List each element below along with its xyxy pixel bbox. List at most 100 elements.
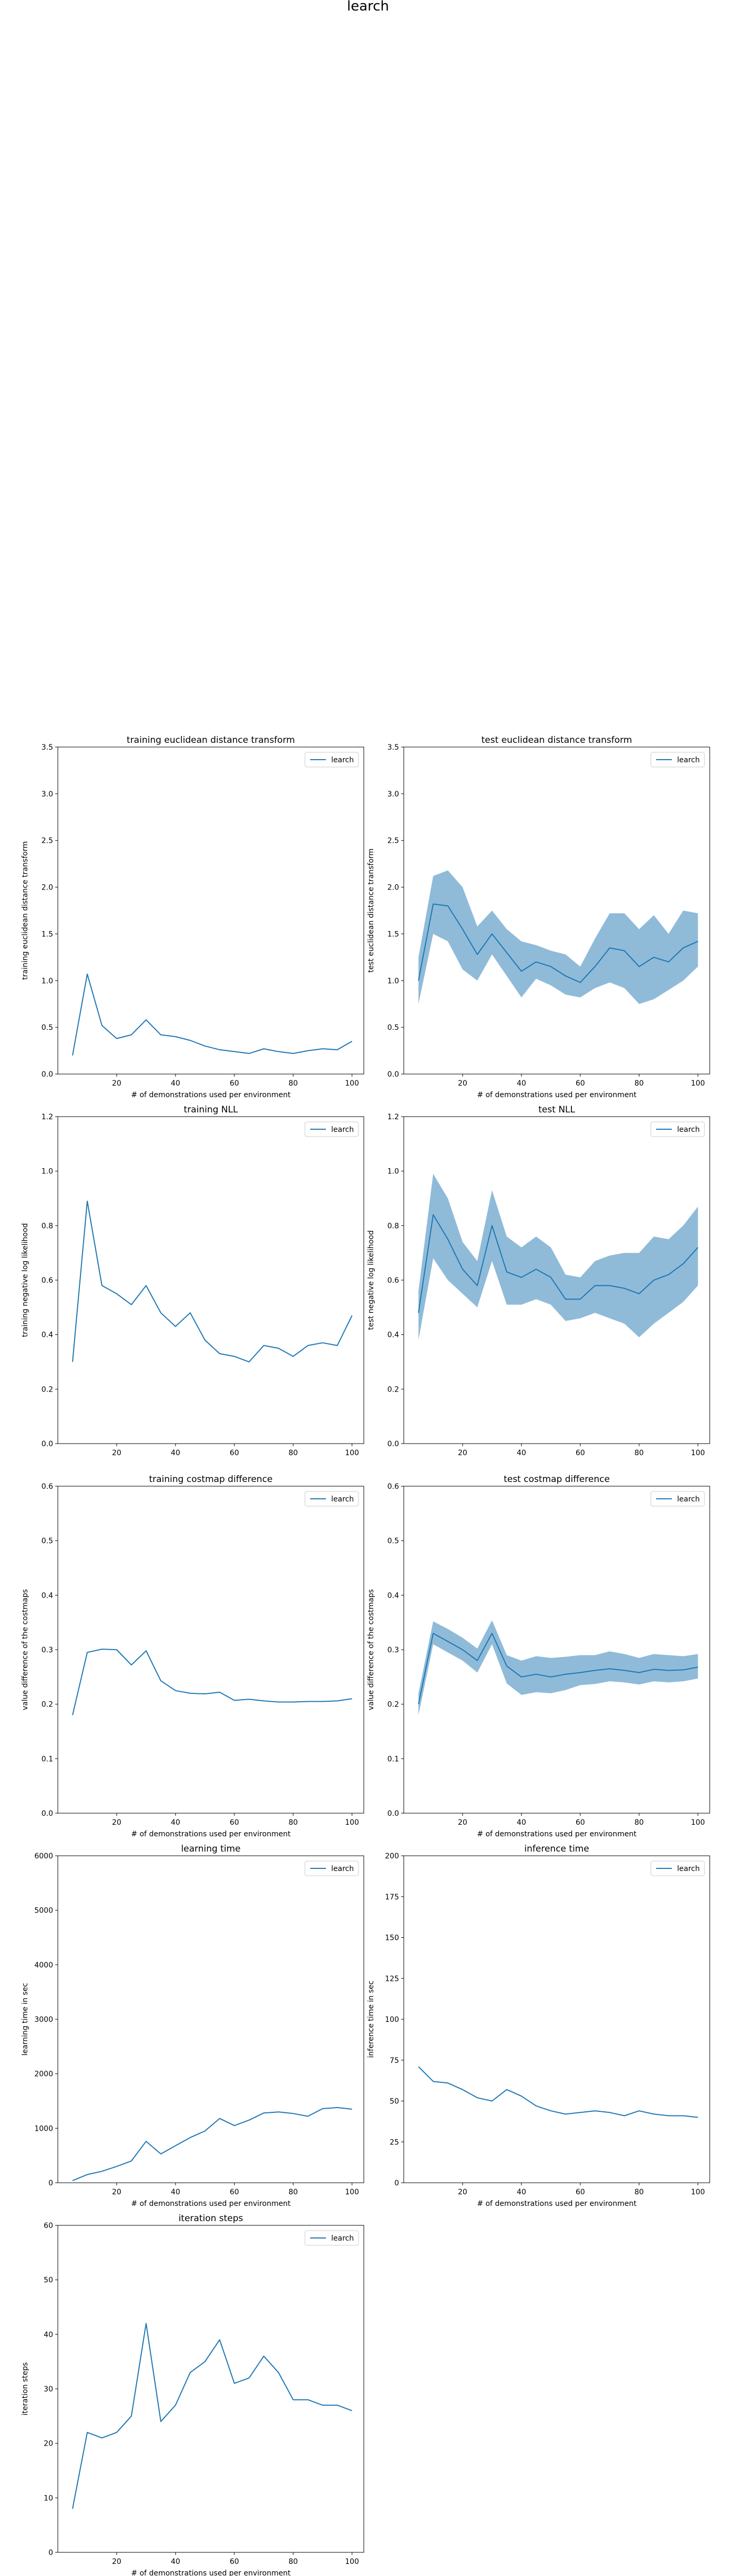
- legend-label: learch: [677, 756, 700, 764]
- data-point: [462, 929, 463, 930]
- data-point: [506, 952, 507, 953]
- data-point: [418, 2066, 419, 2067]
- y-tick-label: 3.0: [387, 790, 399, 799]
- y-tick-label: 2.5: [42, 837, 53, 845]
- y-tick-label: 4000: [34, 1961, 53, 1969]
- data-point: [263, 1345, 264, 1346]
- chart-title: inference time: [524, 1844, 589, 1854]
- data-point: [521, 1677, 522, 1678]
- y-tick-label: 0.5: [387, 1537, 399, 1546]
- data-point: [595, 1285, 596, 1286]
- data-point: [308, 2116, 309, 2117]
- y-axis-label: test euclidean distance transform: [367, 849, 375, 973]
- x-tick-label: 60: [576, 1449, 585, 1457]
- chart-title: training costmap difference: [149, 1474, 272, 1485]
- x-tick-label: 20: [112, 1818, 121, 1827]
- y-tick-label: 0.6: [387, 1483, 399, 1491]
- x-axis-label: # of demonstrations used per environment: [477, 1091, 637, 1099]
- y-tick-label: 0.1: [387, 1755, 399, 1763]
- data-point: [565, 1299, 566, 1300]
- chart-panel: test NLL 20 40 60 80 100 0.0 0.2 0.4 0.6 0.8 1.0 1.2…: [367, 1105, 710, 1457]
- y-tick-label: 75: [390, 2057, 399, 2065]
- legend-label: learch: [331, 756, 354, 764]
- chart-panel: training euclidean distance transform 20 4…: [21, 735, 364, 1099]
- legend-label: learch: [331, 1495, 354, 1504]
- chart-panel: test costmap difference 20 40 60 80 100 0.0 0.1…: [367, 1474, 710, 1838]
- x-axis-label: # of demonstrations used per environment: [131, 1091, 291, 1099]
- data-point: [131, 1034, 132, 1035]
- data-point: [160, 1680, 161, 1681]
- x-tick-label: 100: [691, 1449, 705, 1457]
- y-tick-label: 100: [385, 2016, 399, 2024]
- data-point: [580, 2112, 581, 2113]
- data-point: [337, 2107, 338, 2108]
- data-point: [521, 1277, 522, 1278]
- data-point: [447, 905, 448, 906]
- data-point: [653, 1669, 655, 1670]
- data-point: [418, 1704, 419, 1705]
- y-tick-label: 0.3: [42, 1646, 53, 1654]
- x-tick-label: 100: [345, 2188, 359, 2196]
- data-point: [190, 2137, 191, 2138]
- legend: learch: [304, 1121, 359, 1137]
- y-tick-label: 0.8: [387, 1222, 399, 1230]
- data-point: [337, 1700, 338, 1701]
- legend-box: [650, 1491, 705, 1507]
- x-tick-label: 60: [230, 1818, 239, 1827]
- y-tick-label: 150: [385, 1934, 399, 1943]
- data-point: [550, 1277, 551, 1278]
- x-tick-label: 80: [635, 1818, 644, 1827]
- x-tick-label: 40: [171, 2558, 180, 2566]
- y-tick-label: 1.5: [42, 930, 53, 938]
- data-point: [565, 1674, 566, 1675]
- x-tick-label: 80: [635, 1079, 644, 1088]
- y-tick-label: 125: [385, 1975, 399, 1983]
- data-point: [521, 2095, 522, 2097]
- data-point: [477, 1285, 478, 1286]
- data-point: [462, 1269, 463, 1270]
- x-tick-label: 20: [112, 1079, 121, 1088]
- y-tick-label: 2000: [34, 2070, 53, 2079]
- x-tick-label: 60: [576, 2188, 585, 2196]
- x-tick-label: 60: [230, 2188, 239, 2196]
- y-tick-label: 0.4: [387, 1591, 399, 1600]
- data-point: [595, 966, 596, 967]
- x-tick-label: 100: [691, 1079, 705, 1088]
- chart-title: iteration steps: [179, 2213, 243, 2224]
- data-point: [146, 1650, 147, 1651]
- series-line: [418, 1214, 699, 1313]
- y-axis-label: learning time in sec: [21, 1983, 29, 2056]
- data-point: [146, 2323, 147, 2324]
- data-point: [609, 1285, 610, 1286]
- data-point: [263, 2356, 264, 2357]
- series-line: [72, 1200, 353, 1363]
- y-tick-label: 3000: [34, 2016, 53, 2024]
- data-point: [72, 1362, 73, 1363]
- data-point: [131, 1304, 132, 1305]
- data-point: [131, 2416, 132, 2417]
- chart-panel: training costmap difference 20 40 60 80 100 0.…: [21, 1474, 364, 1838]
- data-point: [462, 1649, 463, 1650]
- data-point: [293, 1356, 294, 1357]
- data-point: [536, 1674, 537, 1675]
- y-tick-label: 0.3: [387, 1646, 399, 1654]
- y-tick-label: 0: [394, 2179, 399, 2187]
- x-tick-label: 40: [171, 1818, 180, 1827]
- data-point: [101, 1649, 103, 1650]
- data-point: [234, 2125, 235, 2126]
- y-tick-label: 1.0: [387, 1168, 399, 1176]
- data-point: [668, 2115, 669, 2117]
- data-point: [668, 1274, 669, 1275]
- y-axis-label: training negative log likelihood: [21, 1223, 29, 1337]
- y-tick-label: 2.0: [42, 884, 53, 892]
- data-point: [116, 1038, 117, 1039]
- data-point: [87, 974, 88, 975]
- y-tick-label: 0.0: [42, 1810, 53, 1818]
- y-tick-label: 0.2: [387, 1701, 399, 1709]
- data-point: [175, 2145, 176, 2146]
- data-point: [609, 1668, 610, 1669]
- legend-box: [304, 2230, 359, 2246]
- data-point: [131, 2161, 132, 2162]
- legend: learch: [650, 1491, 705, 1507]
